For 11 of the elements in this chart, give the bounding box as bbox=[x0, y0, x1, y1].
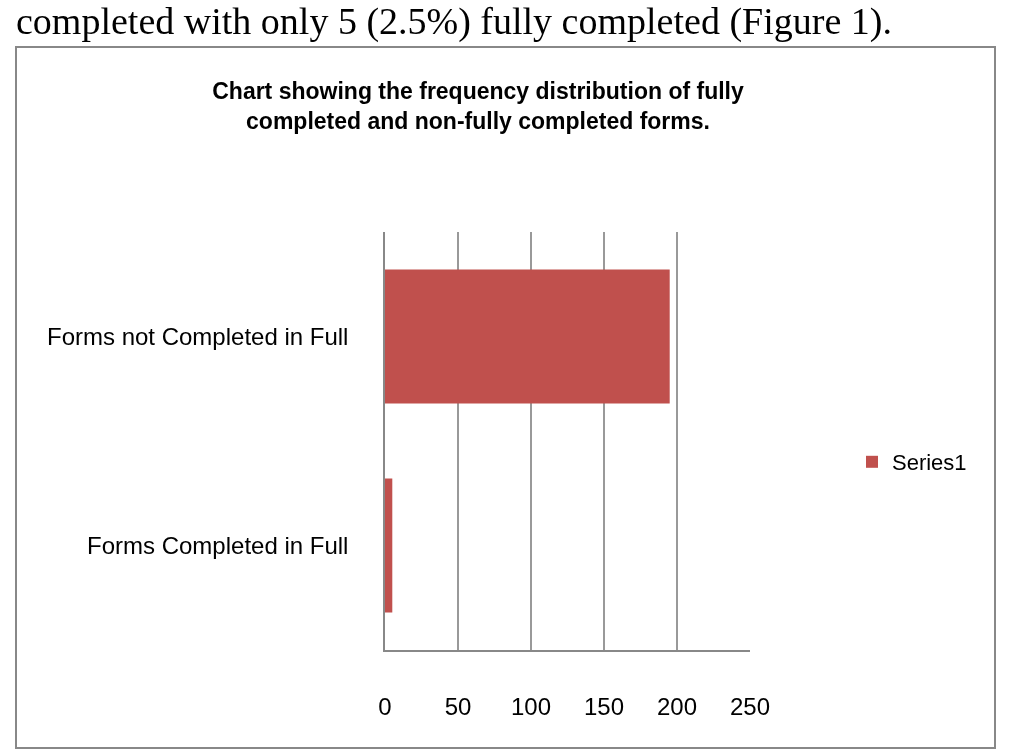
x-tick-label: 200 bbox=[656, 692, 698, 720]
legend-label: Series1 bbox=[892, 450, 967, 476]
x-tick-label: 0 bbox=[378, 692, 392, 720]
x-tick-label: 250 bbox=[729, 692, 771, 720]
text: completed with only 5 (2.5%) fully completed (Figure 1). bbox=[16, 0, 892, 43]
x-tick-label: 100 bbox=[510, 692, 552, 720]
x-tick-label: 150 bbox=[583, 692, 625, 720]
y-tick-label: Forms Completed in Full bbox=[87, 531, 349, 559]
x-tick-label: 50 bbox=[444, 692, 472, 720]
chart-title: Chart showing the frequency distribution of fully completed and non-fully completed forms. bbox=[212, 78, 744, 134]
y-tick-label: Forms not Completed in Full bbox=[47, 322, 349, 350]
